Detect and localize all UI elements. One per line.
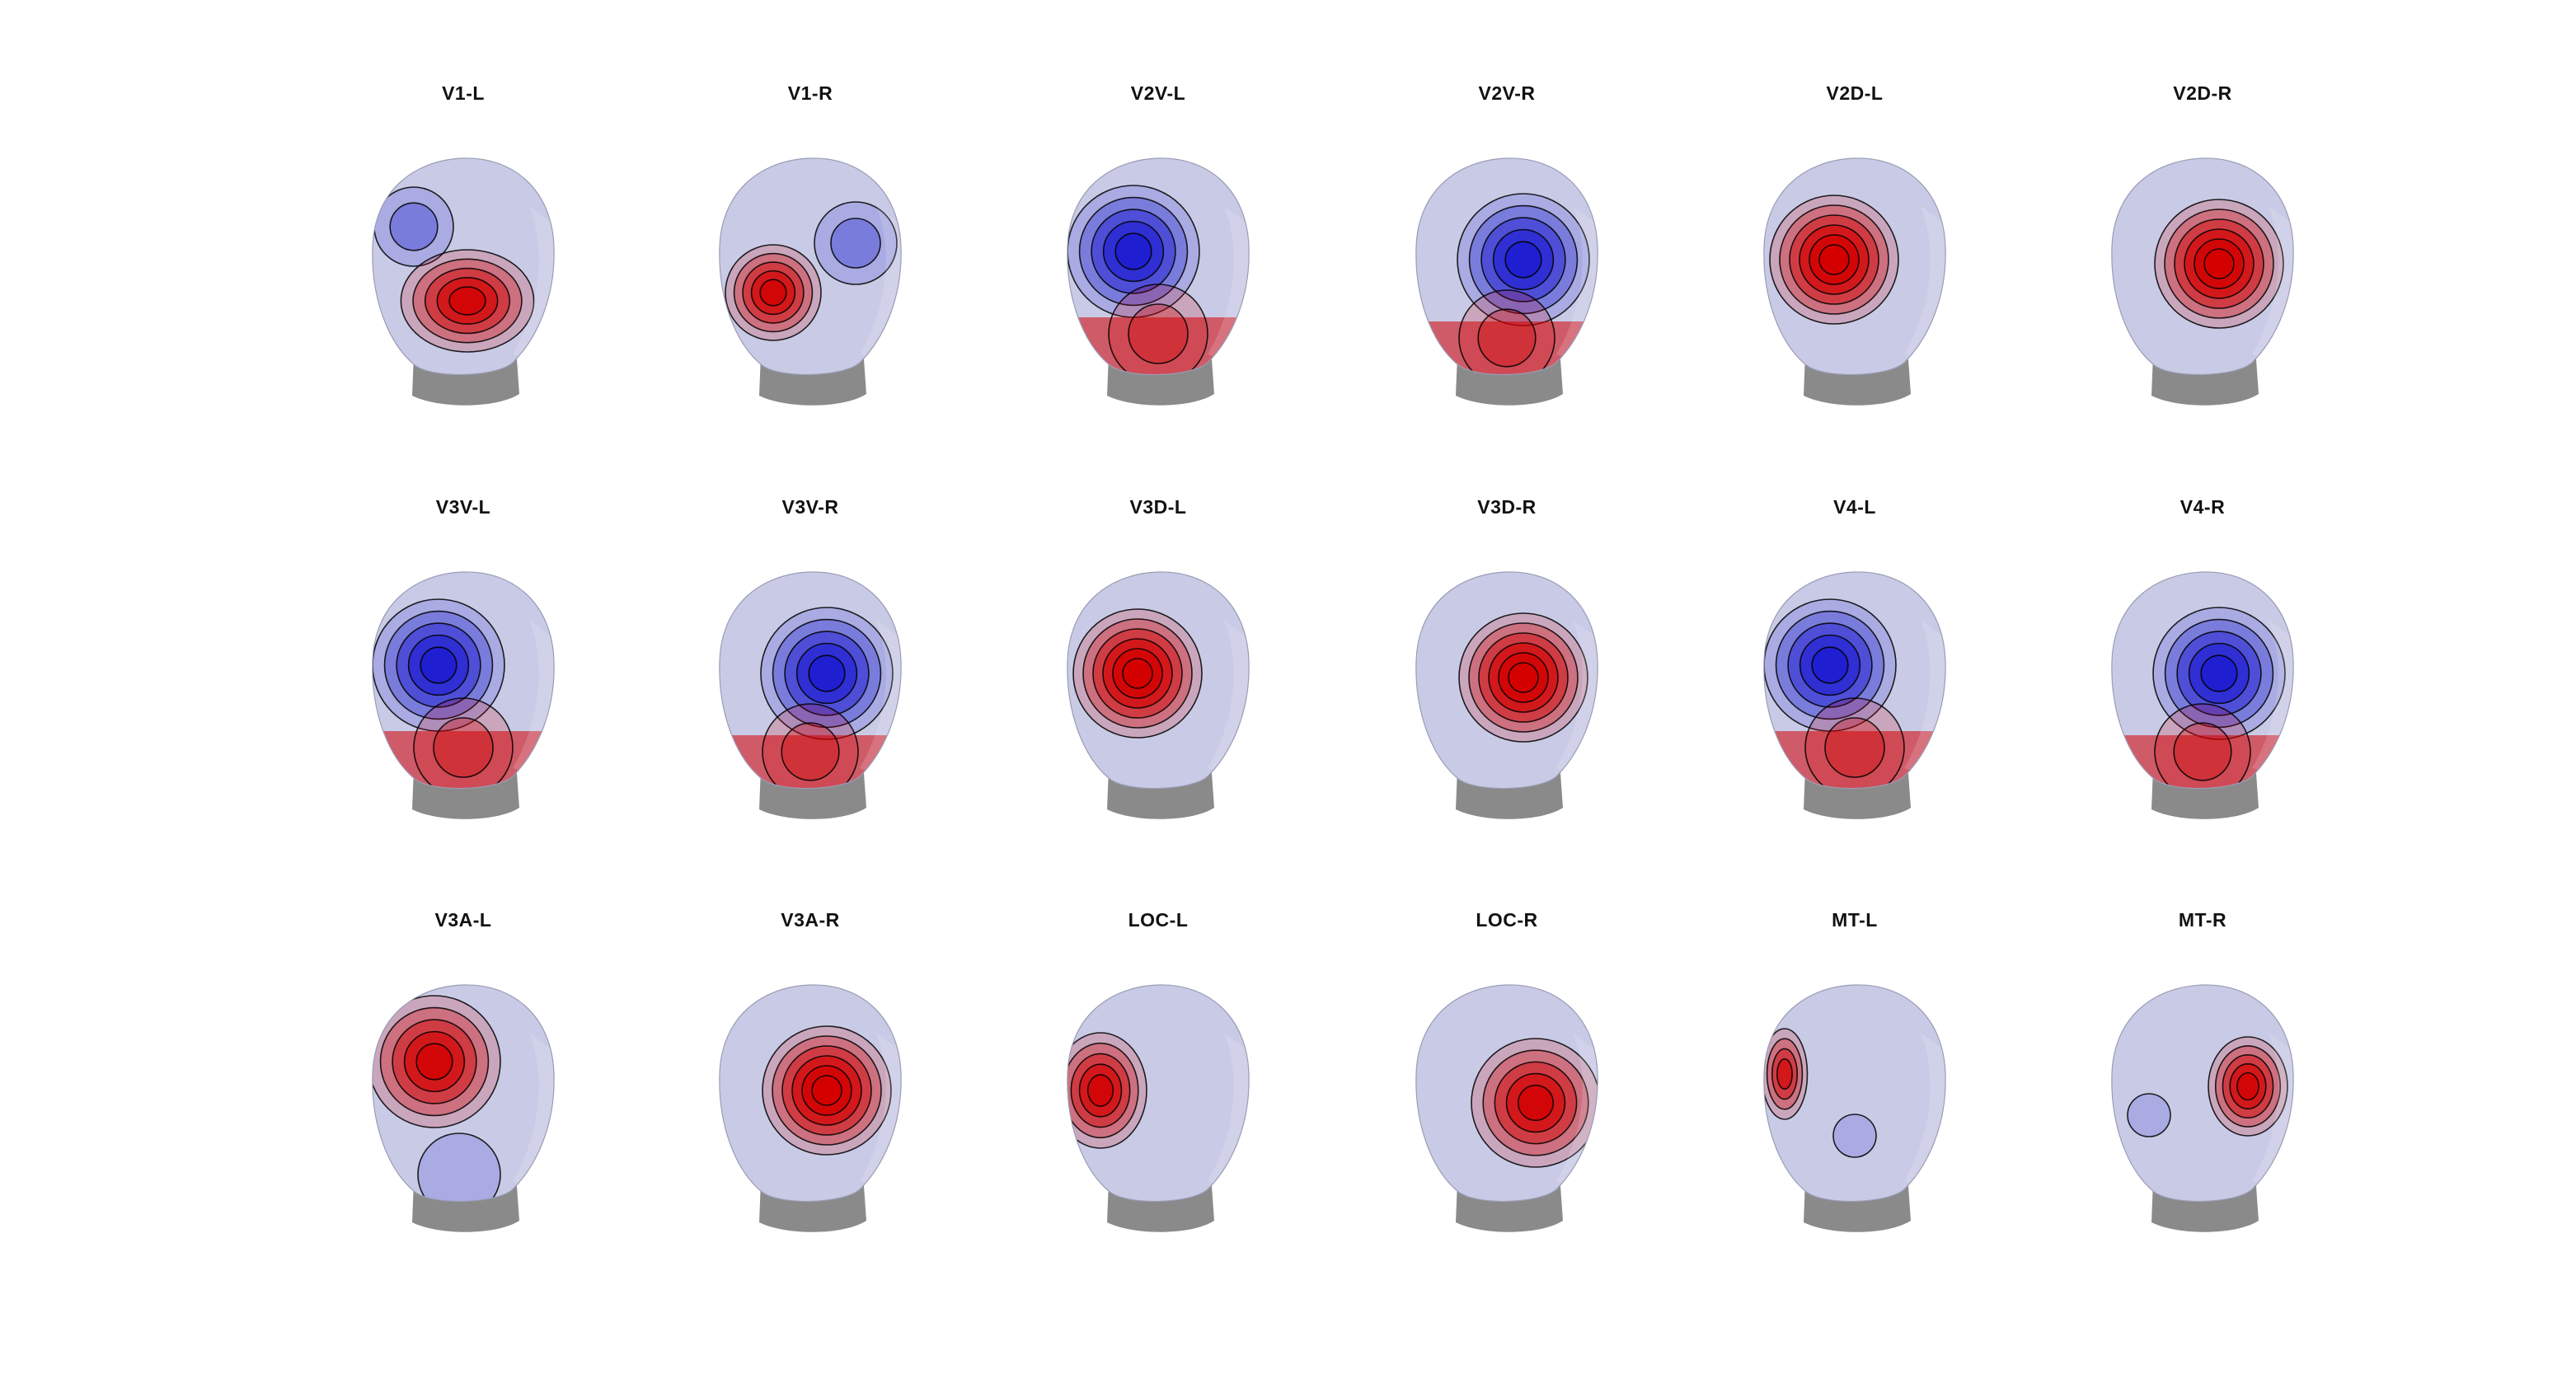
contour-line xyxy=(1504,241,1542,279)
contour-line xyxy=(1811,646,1849,684)
contour-line xyxy=(2154,703,2251,789)
contour-line xyxy=(1508,662,1539,693)
scalp-shape xyxy=(1415,984,1598,1202)
contour-line xyxy=(1086,1074,1114,1107)
contour-line xyxy=(762,703,859,789)
topo-panel: MT-L xyxy=(1682,909,2028,1255)
contour-line xyxy=(448,286,486,316)
head-topography-image xyxy=(719,571,902,819)
head-topography-image xyxy=(1763,571,1946,819)
contour-line xyxy=(1458,289,1555,375)
topo-panel: MT-R xyxy=(2029,909,2376,1255)
contour-line xyxy=(420,646,457,684)
contour-line xyxy=(2200,654,2238,692)
contour-line xyxy=(1122,658,1153,689)
panel-title: V2D-R xyxy=(2173,82,2232,104)
topo-panel: LOC-R xyxy=(1334,909,1680,1255)
topo-panel: V2D-R xyxy=(2029,82,2376,429)
scalp-shape xyxy=(2111,984,2294,1202)
scalp-shape xyxy=(1067,984,1250,1202)
panel-title: MT-R xyxy=(2178,909,2227,931)
topo-panel: V3V-R xyxy=(637,496,983,842)
scalp-shape xyxy=(1763,984,1946,1202)
panel-title: LOC-L xyxy=(1128,909,1189,931)
topo-panel: V3D-R xyxy=(1334,496,1680,842)
head-topography-image xyxy=(1415,984,1598,1232)
panel-title: V1-R xyxy=(787,82,833,104)
head-topography-image xyxy=(719,157,902,406)
panel-title: V2V-R xyxy=(1478,82,1536,104)
panel-title: V4-R xyxy=(2180,496,2226,518)
contour-line xyxy=(1776,1057,1793,1090)
contour-line xyxy=(830,218,881,269)
topo-panel: V1-R xyxy=(637,82,983,429)
head-topography-image xyxy=(372,571,555,819)
head-topography-image xyxy=(1067,157,1250,406)
panel-title: V2V-L xyxy=(1130,82,1186,104)
head-topography-image xyxy=(372,157,555,406)
contour-line xyxy=(2236,1072,2259,1101)
head-topography-image xyxy=(372,984,555,1232)
contour-line xyxy=(1128,303,1189,364)
panel-title: V3V-R xyxy=(781,496,839,518)
panel-title: V2D-L xyxy=(1826,82,1884,104)
panel-title: V3A-R xyxy=(781,909,840,931)
topo-panel: LOC-L xyxy=(985,909,1331,1255)
head-topography-image xyxy=(1763,984,1946,1232)
head-topography-image xyxy=(1067,984,1250,1232)
topo-panel: V3A-L xyxy=(290,909,636,1255)
contour-line xyxy=(808,654,846,692)
contour-line xyxy=(1517,1084,1555,1122)
contour-line xyxy=(1804,697,1905,789)
topo-panel: V3A-R xyxy=(637,909,983,1255)
panel-title: V3A-L xyxy=(434,909,492,931)
topo-panel: V2D-L xyxy=(1682,82,2028,429)
contour-line xyxy=(413,697,514,789)
topo-panel: V3D-L xyxy=(985,496,1331,842)
topo-panel: V3V-L xyxy=(290,496,636,842)
topo-panel: V2V-L xyxy=(985,82,1331,429)
contour-line xyxy=(1832,1114,1877,1158)
panel-title: V4-L xyxy=(1833,496,1876,518)
head-topography-image xyxy=(1763,157,1946,406)
head-topography-image xyxy=(2111,984,2294,1232)
contour-line xyxy=(1477,308,1537,368)
contour-line xyxy=(417,1132,501,1202)
topo-panel: V1-L xyxy=(290,82,636,429)
contour-line xyxy=(1114,232,1152,270)
contour-line xyxy=(814,201,898,285)
contour-line xyxy=(811,1075,842,1106)
topo-panel: V4-R xyxy=(2029,496,2376,842)
head-topography-image xyxy=(2111,157,2294,406)
topo-panel: V2V-R xyxy=(1334,82,1680,429)
contour-line xyxy=(2203,248,2235,279)
contour-line xyxy=(415,1043,453,1081)
scalp-shape xyxy=(719,157,902,375)
contour-line xyxy=(2127,1093,2171,1137)
contour-line xyxy=(1108,284,1208,375)
topo-panel: V4-L xyxy=(1682,496,2028,842)
head-topography-image xyxy=(1067,571,1250,819)
contour-line xyxy=(759,279,787,307)
panel-title: V3D-R xyxy=(1477,496,1537,518)
panel-title: V1-L xyxy=(442,82,485,104)
contour-line xyxy=(433,717,494,778)
contour-line xyxy=(1818,244,1850,275)
contour-line xyxy=(389,202,439,251)
panel-title: MT-L xyxy=(1832,909,1878,931)
head-topography-image xyxy=(1415,157,1598,406)
head-topography-image xyxy=(719,984,902,1232)
scalp-shape xyxy=(372,157,555,375)
panel-title: V3D-L xyxy=(1129,496,1187,518)
panel-title: V3V-L xyxy=(435,496,491,518)
contour-line xyxy=(1824,717,1885,778)
contour-line xyxy=(2173,722,2232,781)
contour-line xyxy=(781,722,840,781)
head-topography-image xyxy=(1415,571,1598,819)
head-topography-image xyxy=(2111,571,2294,819)
panel-title: LOC-R xyxy=(1476,909,1538,931)
